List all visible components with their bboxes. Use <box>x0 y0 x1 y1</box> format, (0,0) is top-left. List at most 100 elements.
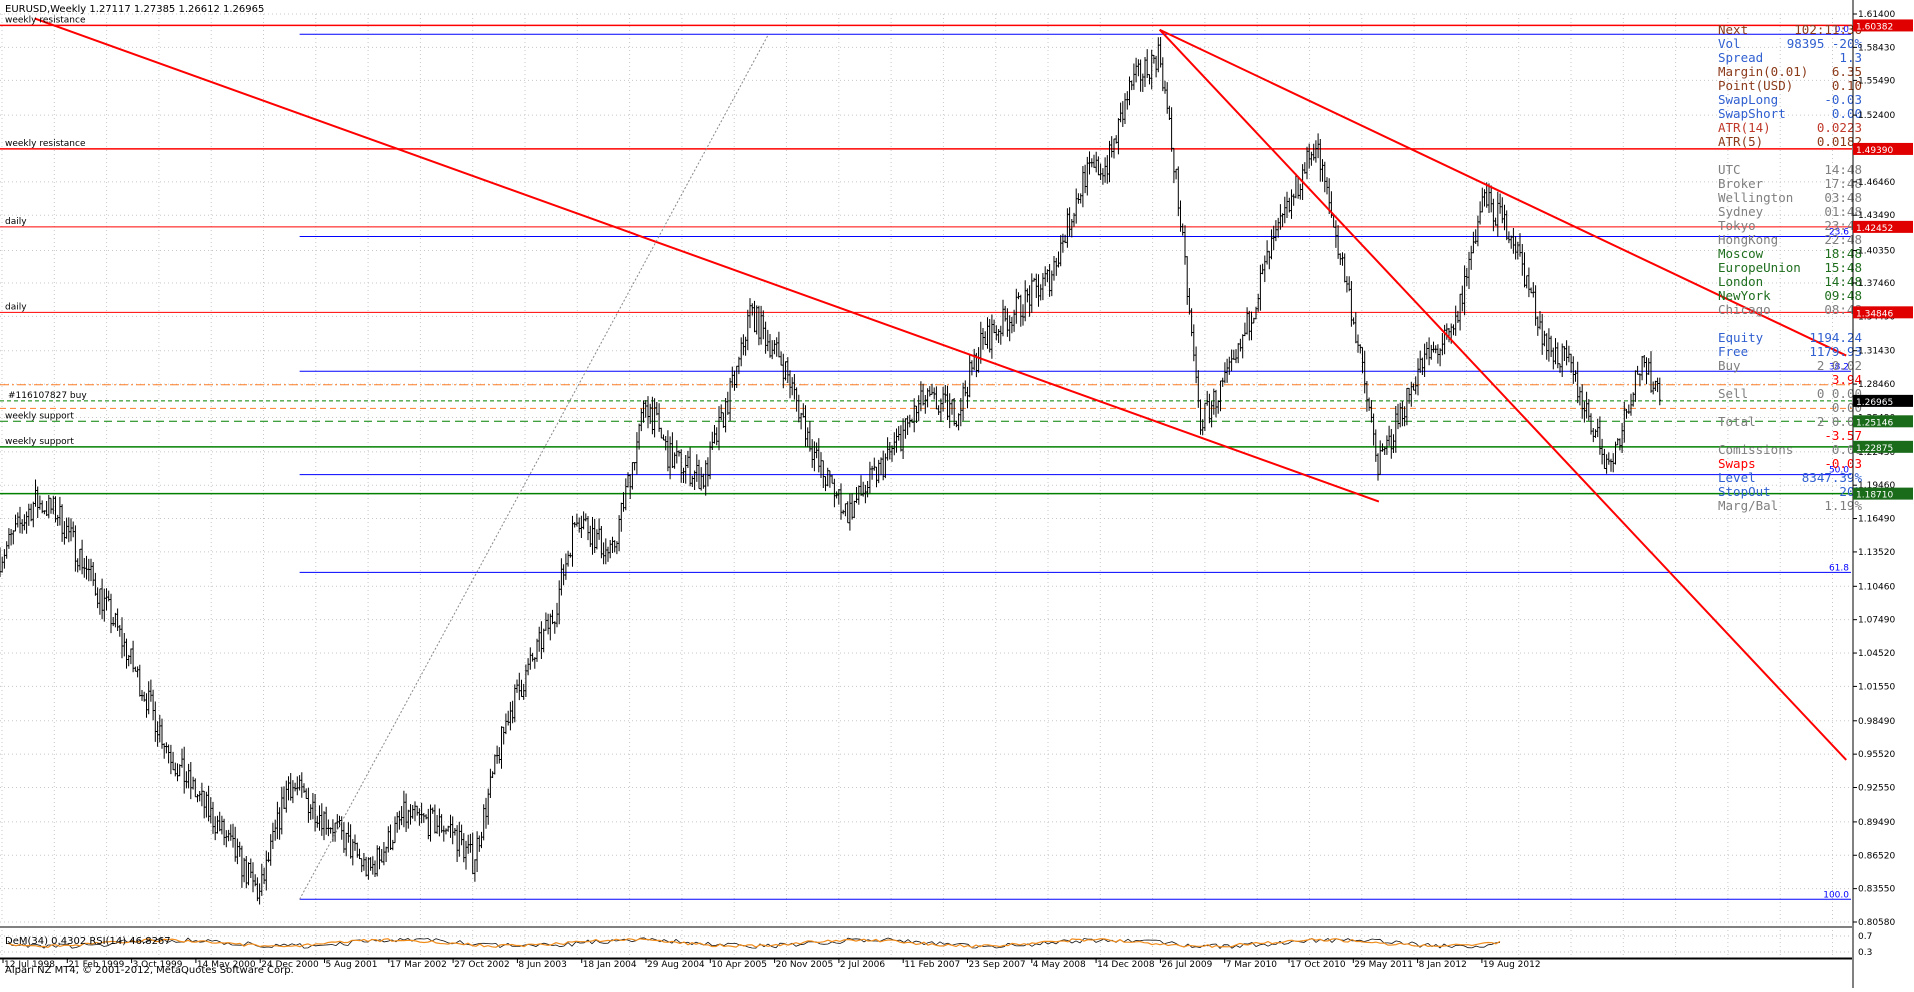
info-panel-value: 1194.24 <box>1809 330 1862 345</box>
info-panel-value: 8347.39% <box>1802 470 1863 485</box>
time-tick-label: 17 Oct 2010 <box>1290 960 1346 970</box>
price-tick-label: 1.07490 <box>1858 616 1895 626</box>
grid <box>0 13 1852 956</box>
time-tick-label: 2 Jul 2006 <box>840 960 885 970</box>
info-panel-label: Sydney <box>1718 204 1764 219</box>
info-panel-value: -0.03 <box>1824 92 1862 107</box>
info-panel-label: Marg/Bal <box>1718 498 1778 513</box>
price-tag-box <box>1853 142 1913 155</box>
indicator-window[interactable]: 0.7 0.3 <box>0 926 1872 959</box>
price-tick-label: 1.40350 <box>1858 246 1895 256</box>
candle-bars <box>0 37 1661 905</box>
time-tick-label: 11 Feb 2007 <box>904 960 960 970</box>
info-panel-label: Equity <box>1718 330 1764 345</box>
price-tick-label: 0.89490 <box>1858 818 1895 828</box>
trendlines[interactable] <box>34 17 1847 900</box>
time-tick-label: 8 Jan 2012 <box>1419 960 1467 970</box>
price-tick-label: 1.43490 <box>1858 211 1895 221</box>
price-tag-box <box>1853 19 1913 32</box>
info-panel-value: -3.57 <box>1824 428 1862 443</box>
price-tick-label: 1.16490 <box>1858 515 1895 525</box>
info-panel-label: Point(USD) <box>1718 78 1793 93</box>
time-tick-label: 19 Aug 2012 <box>1483 960 1541 970</box>
indicator-level-label: 0.3 <box>1858 948 1872 958</box>
price-tag-box <box>1853 394 1913 407</box>
copyright-footer: Alpari NZ MT4, © 2001-2012, MetaQuotes S… <box>5 965 294 976</box>
price-tick-label: 1.19460 <box>1858 481 1895 491</box>
info-panel-value: 09:48 <box>1824 288 1862 303</box>
info-panel-label: Spread <box>1718 50 1763 65</box>
price-tag-label: 1.42452 <box>1856 224 1893 234</box>
price-tick-label: 0.86520 <box>1858 851 1895 861</box>
indicator-label: DeM(34) 0.4302 RSI(14) 46.8267 <box>5 936 171 947</box>
fib-level-label: 50.0 <box>1829 466 1849 476</box>
time-tick-label: 27 Oct 2002 <box>454 960 510 970</box>
info-panel-value: 0.00 <box>1832 106 1862 121</box>
price-tag-label: 1.34846 <box>1856 309 1893 319</box>
info-panel-label: SwapLong <box>1718 92 1778 107</box>
horizontal-line-label: weekly support <box>5 411 74 421</box>
price-tick-label: 0.83550 <box>1858 885 1895 895</box>
price-tag-label: 1.25146 <box>1856 418 1893 428</box>
order-lines[interactable] <box>0 384 1852 409</box>
info-panel-label: Chicago <box>1718 302 1771 317</box>
horizontal-lines[interactable] <box>0 24 1852 495</box>
info-panel-label: UTC <box>1718 162 1741 177</box>
time-tick-label: 26 Jul 2009 <box>1161 960 1212 970</box>
price-tick-label: 1.31430 <box>1858 347 1895 357</box>
info-panel-value: 1.3 <box>1839 50 1862 65</box>
time-axis[interactable]: 12 Jul 1998 21 Feb 1999 3 Oct 1999 14 May 2… <box>0 958 1852 970</box>
info-panel-label: Swaps <box>1718 456 1756 471</box>
time-tick-label: 24 Dec 2000 <box>261 960 319 970</box>
info-panel-label: Sell <box>1718 386 1748 401</box>
indicator-level-label: 0.7 <box>1858 932 1872 942</box>
time-tick-label: 7 Mar 2010 <box>1226 960 1278 970</box>
info-panel-label: Total <box>1718 414 1756 429</box>
info-panel-label: Wellington <box>1718 190 1793 205</box>
info-panel-label: Tokyo <box>1718 218 1756 233</box>
price-tag-label: 1.22875 <box>1856 444 1893 454</box>
price-tick-label: 0.92550 <box>1858 784 1895 794</box>
time-tick-label: 5 Aug 2001 <box>326 960 378 970</box>
price-tick-label: 1.58430 <box>1858 43 1895 53</box>
time-tick-label: 10 Apr 2005 <box>711 960 767 970</box>
price-tag-box <box>1853 306 1913 319</box>
info-panel-value: 2 0.02 <box>1817 414 1862 429</box>
info-panel-label: SwapShort <box>1718 106 1786 121</box>
price-tick-label: 1.52400 <box>1858 111 1895 121</box>
fibonacci-retracement[interactable]: 0.0 23.6 38.2 50.0 61.8 100.0 <box>299 25 1851 900</box>
info-panel-value: 17:48 <box>1824 176 1862 191</box>
info-panel-value: -0.03 <box>1824 456 1862 471</box>
time-tick-label: 20 Nov 2005 <box>776 960 834 970</box>
time-tick-label: 4 May 2008 <box>1033 960 1086 970</box>
horizontal-line-label: daily <box>5 217 27 227</box>
info-panel-label: Margin(0.01) <box>1718 64 1808 79</box>
price-tick-label: 1.37460 <box>1858 279 1895 289</box>
order-line-label: #116107827 buy <box>8 391 87 401</box>
horizontal-line-label: daily <box>5 302 27 312</box>
price-tick-label: 1.13520 <box>1858 548 1895 558</box>
info-panel-label: London <box>1718 274 1763 289</box>
info-panel-value: 1179.93 <box>1809 344 1862 359</box>
price-tag-box <box>1853 220 1913 233</box>
time-tick-label: 21 Feb 1999 <box>68 960 124 970</box>
info-panel-label: Comissions <box>1718 442 1793 457</box>
price-tag-box <box>1853 415 1913 428</box>
time-tick-label: 17 Mar 2002 <box>390 960 447 970</box>
info-panel-value: 0 0.00 <box>1817 386 1862 401</box>
info-panel-label: HongKong <box>1718 232 1778 247</box>
info-panel-label: Level <box>1718 470 1756 485</box>
trendline <box>34 17 1380 503</box>
info-panel-label: Next <box>1718 22 1748 37</box>
trendline <box>1159 28 1847 357</box>
price-tick-label: 1.10460 <box>1858 582 1895 592</box>
price-tick-label: 0.95520 <box>1858 750 1895 760</box>
time-tick-label: 14 May 2000 <box>197 960 256 970</box>
rsi-line <box>7 938 1501 949</box>
info-panel-label: EuropeUnion <box>1718 260 1801 275</box>
price-tick-label: 1.46460 <box>1858 178 1895 188</box>
info-panel-label: Moscow <box>1718 246 1764 261</box>
price-tag-box <box>1853 440 1913 453</box>
